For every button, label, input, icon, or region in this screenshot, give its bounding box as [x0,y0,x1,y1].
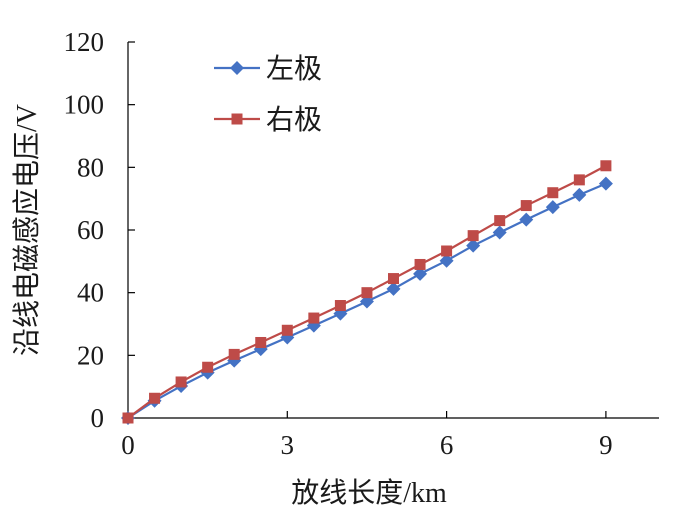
y-tick-label: 40 [77,278,104,308]
series-group [121,160,613,425]
data-point [600,160,612,172]
data-point [466,238,481,253]
data-point [492,225,507,240]
data-point [598,176,613,191]
data-point [175,376,187,388]
x-tick-label: 0 [121,430,135,460]
data-point [334,300,346,312]
series-2 [122,160,612,424]
data-point [388,273,399,285]
legend-item-2: 右极 [214,104,322,136]
y-tick-label: 20 [77,340,104,370]
series-1 [121,176,613,425]
data-point [520,200,532,212]
axes [127,42,659,419]
data-point [202,361,214,373]
data-point [414,258,426,270]
x-tick-label: 6 [440,430,454,460]
y-tick-label: 100 [64,90,105,120]
data-point [467,230,479,242]
data-point [572,187,587,202]
x-axis-title: 放线长度/km [291,477,447,509]
y-ticks: 0 20 40 60 80 100 120 [64,27,135,433]
legend-label: 左极 [266,53,322,85]
data-point [545,200,560,215]
y-axis-title: 沿线电磁感应电压/V [11,104,43,356]
legend-marker [231,113,243,125]
data-point [519,212,534,227]
x-tick-label: 3 [281,430,295,460]
y-tick-label: 60 [77,215,104,245]
data-point [439,253,454,268]
legend-marker [230,61,244,75]
data-point [361,287,373,299]
y-tick-label: 0 [91,403,105,433]
data-point [228,348,240,360]
data-point [281,324,293,336]
x-tick-label: 9 [599,430,613,460]
data-point [413,266,428,281]
data-point [547,187,559,199]
legend-item-1: 左极 [214,53,322,85]
y-tick-label: 80 [77,152,104,182]
data-point [255,336,267,348]
data-point [122,412,134,424]
data-point [149,392,161,404]
data-point [308,312,320,324]
legend-label: 右极 [266,104,322,136]
data-point [494,215,506,227]
data-point [386,281,401,296]
x-ticks: 0 3 6 9 [121,411,613,460]
y-tick-label: 120 [64,27,105,57]
data-point [573,174,585,186]
data-point [441,245,453,257]
